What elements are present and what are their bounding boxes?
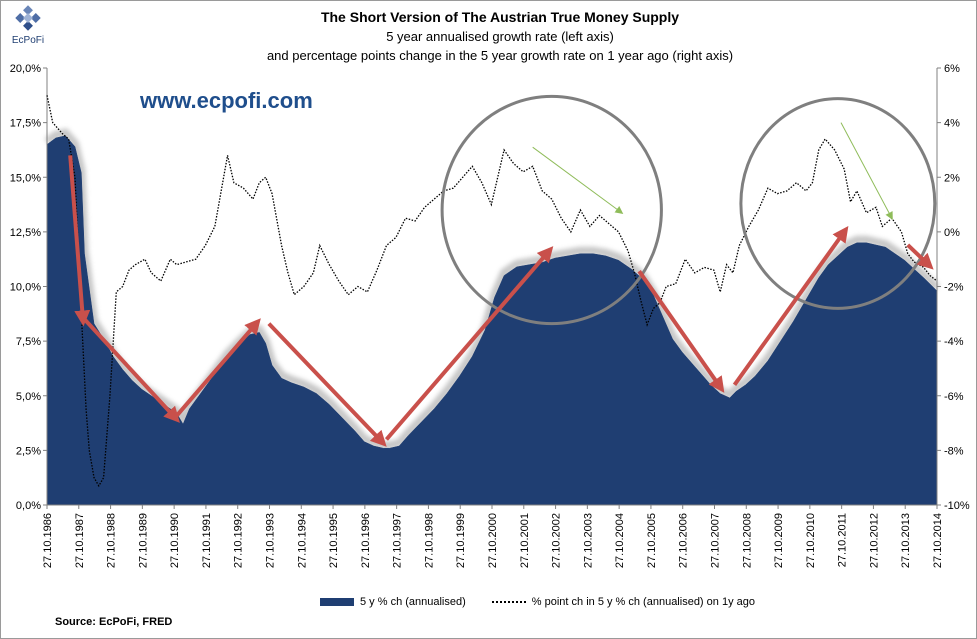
chart-title: The Short Version of The Austrian True M… bbox=[320, 9, 680, 25]
legend-label-area: 5 y % ch (annualised) bbox=[360, 596, 466, 608]
x-tick-label: 27.10.1995 bbox=[328, 513, 340, 568]
x-tick-label: 27.10.2009 bbox=[773, 513, 785, 568]
left-tick-label: 10,0% bbox=[10, 282, 41, 294]
left-tick-label: 0,0% bbox=[16, 500, 41, 512]
x-tick-label: 27.10.2000 bbox=[487, 513, 499, 568]
x-tick-label: 27.10.1986 bbox=[42, 513, 54, 568]
x-tick-label: 27.10.1988 bbox=[106, 513, 118, 568]
x-tick-label: 27.10.1993 bbox=[265, 513, 277, 568]
right-tick-label: -10% bbox=[944, 500, 970, 512]
legend-swatch-area bbox=[320, 598, 354, 606]
x-tick-label: 27.10.2006 bbox=[678, 513, 690, 568]
x-tick-label: 27.10.1990 bbox=[169, 513, 181, 568]
left-tick-label: 20,0% bbox=[10, 63, 41, 75]
x-tick-label: 27.10.1998 bbox=[423, 513, 435, 568]
title-block: The Short Version of The Austrian True M… bbox=[100, 8, 900, 65]
right-tick-label: -6% bbox=[944, 391, 964, 403]
highlight-circle bbox=[739, 97, 937, 310]
x-tick-label: 27.10.1989 bbox=[137, 513, 149, 568]
trend-arrow bbox=[83, 317, 180, 423]
x-tick-label: 27.10.1997 bbox=[392, 513, 404, 568]
right-tick-label: -2% bbox=[944, 282, 964, 294]
right-tick-label: 4% bbox=[944, 118, 960, 130]
x-tick-label: 27.10.2007 bbox=[710, 513, 722, 568]
area-series-5y-growth bbox=[46, 135, 938, 506]
x-tick-label: 27.10.1999 bbox=[455, 513, 467, 568]
x-tick-label: 27.10.2005 bbox=[646, 513, 658, 568]
green-trend-arrow bbox=[532, 146, 624, 214]
source-note: Source: EcPoFi, FRED bbox=[55, 616, 173, 628]
green-trend-arrow bbox=[840, 122, 893, 220]
x-tick-label: 27.10.2004 bbox=[614, 513, 626, 568]
x-tick-label: 27.10.1991 bbox=[201, 513, 213, 568]
trend-arrow bbox=[637, 270, 725, 393]
x-tick-label: 27.10.2012 bbox=[868, 513, 880, 568]
trend-arrow bbox=[732, 226, 849, 386]
right-tick-label: -8% bbox=[944, 445, 964, 457]
trend-arrow bbox=[173, 318, 261, 419]
right-tick-label: 0% bbox=[944, 227, 960, 239]
right-tick-label: 6% bbox=[944, 63, 960, 75]
x-tick-label: 27.10.2010 bbox=[805, 513, 817, 568]
website-url: www.ecpofi.com bbox=[140, 88, 313, 113]
right-tick-label: -4% bbox=[944, 336, 964, 348]
x-tick-label: 27.10.2013 bbox=[900, 513, 912, 568]
trend-arrow bbox=[384, 246, 554, 441]
x-tick-label: 27.10.2011 bbox=[837, 513, 849, 567]
logo-icon bbox=[15, 5, 41, 31]
highlight-circle bbox=[440, 94, 663, 326]
legend-label-line: % point ch in 5 y % ch (annualised) on 1… bbox=[531, 596, 755, 608]
chart-subtitle-1: 5 year annualised growth rate (left axis… bbox=[386, 29, 614, 44]
x-tick-label: 27.10.1992 bbox=[233, 513, 245, 568]
x-tick-label: 27.10.1987 bbox=[74, 513, 86, 568]
left-tick-label: 2,5% bbox=[16, 445, 41, 457]
left-tick-label: 17,5% bbox=[10, 118, 41, 130]
x-tick-label: 27.10.2008 bbox=[741, 513, 753, 568]
right-tick-label: 2% bbox=[944, 172, 960, 184]
logo-text: EcPoFi bbox=[11, 35, 45, 46]
trend-arrow bbox=[68, 155, 91, 327]
legend: 5 y % ch (annualised) % point ch in 5 y … bbox=[320, 596, 781, 608]
ecpofi-logo: EcPoFi bbox=[6, 4, 50, 46]
x-tick-label: 27.10.2014 bbox=[932, 513, 944, 568]
left-tick-label: 15,0% bbox=[10, 172, 41, 184]
x-tick-label: 27.10.1994 bbox=[296, 513, 308, 568]
legend-item-area: 5 y % ch (annualised) bbox=[320, 596, 466, 608]
x-tick-label: 27.10.2001 bbox=[519, 513, 531, 568]
line-series-point-change bbox=[46, 95, 938, 488]
chart-subtitle-2: and percentage points change in the 5 ye… bbox=[266, 48, 734, 63]
x-tick-label: 27.10.2002 bbox=[551, 513, 563, 568]
legend-item-line: % point ch in 5 y % ch (annualised) on 1… bbox=[491, 596, 755, 608]
trend-arrow bbox=[906, 243, 934, 270]
left-tick-label: 5,0% bbox=[16, 391, 41, 403]
trend-arrow bbox=[267, 322, 387, 447]
left-tick-label: 12,5% bbox=[10, 227, 41, 239]
x-tick-label: 27.10.2003 bbox=[582, 513, 594, 568]
legend-swatch-line bbox=[491, 601, 526, 603]
x-tick-label: 27.10.1996 bbox=[360, 513, 372, 568]
left-tick-label: 7,5% bbox=[16, 336, 41, 348]
